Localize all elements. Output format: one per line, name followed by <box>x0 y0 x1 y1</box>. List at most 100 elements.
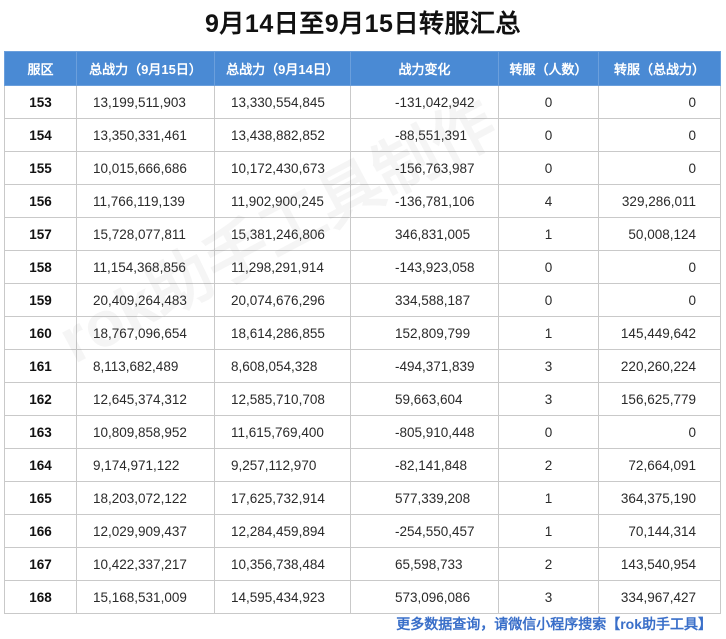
cell-power-change: -805,910,448 <box>350 415 499 449</box>
cell-power-sep15: 18,767,096,654 <box>76 316 215 350</box>
cell-transfer-count: 0 <box>498 118 599 152</box>
cell-power-change: -143,923,058 <box>350 250 499 284</box>
cell-power-sep14: 13,330,554,845 <box>214 85 351 119</box>
cell-power-sep15: 20,409,264,483 <box>76 283 215 317</box>
cell-transfer-power: 72,664,091 <box>598 448 721 482</box>
table-row: 162 12,645,374,312 12,585,710,708 59,663,60… <box>4 382 721 416</box>
cell-power-sep15: 10,422,337,217 <box>76 547 215 581</box>
cell-transfer-count: 2 <box>498 448 599 482</box>
cell-transfer-power: 145,449,642 <box>598 316 721 350</box>
column-header-transfer-count: 转服（人数） <box>498 51 599 86</box>
transfer-summary-table: 服区 总战力（9月15日） 总战力（9月14日） 战力变化 转服（人数） 转服（… <box>4 51 721 614</box>
cell-power-sep15: 13,350,331,461 <box>76 118 215 152</box>
column-header-power-sep14: 总战力（9月14日） <box>214 51 351 86</box>
cell-transfer-count: 3 <box>498 349 599 383</box>
cell-transfer-power: 334,967,427 <box>598 580 721 614</box>
cell-power-change: -494,371,839 <box>350 349 499 383</box>
cell-transfer-power: 50,008,124 <box>598 217 721 251</box>
cell-power-sep14: 12,585,710,708 <box>214 382 351 416</box>
cell-power-sep14: 8,608,054,328 <box>214 349 351 383</box>
cell-transfer-count: 3 <box>498 580 599 614</box>
cell-power-sep14: 9,257,112,970 <box>214 448 351 482</box>
cell-transfer-count: 1 <box>498 481 599 515</box>
table-row: 166 12,029,909,437 12,284,459,894 -254,550,… <box>4 514 721 548</box>
table-row: 159 20,409,264,483 20,074,676,296 334,588,1… <box>4 283 721 317</box>
cell-power-sep15: 11,154,368,856 <box>76 250 215 284</box>
cell-transfer-power: 0 <box>598 151 721 185</box>
table-body: 153 13,199,511,903 13,330,554,845 -131,042,… <box>4 85 721 614</box>
cell-power-sep15: 18,203,072,122 <box>76 481 215 515</box>
cell-transfer-power: 0 <box>598 283 721 317</box>
cell-transfer-count: 4 <box>498 184 599 218</box>
table-header-row: 服区 总战力（9月15日） 总战力（9月14日） 战力变化 转服（人数） 转服（… <box>4 51 721 86</box>
cell-power-sep14: 17,625,732,914 <box>214 481 351 515</box>
cell-power-change: -156,763,987 <box>350 151 499 185</box>
cell-power-sep15: 9,174,971,122 <box>76 448 215 482</box>
cell-power-sep15: 13,199,511,903 <box>76 85 215 119</box>
cell-power-sep15: 11,766,119,139 <box>76 184 215 218</box>
table-row: 167 10,422,337,217 10,356,738,484 65,598,73… <box>4 547 721 581</box>
cell-power-change: 59,663,604 <box>350 382 499 416</box>
cell-transfer-power: 0 <box>598 85 721 119</box>
cell-transfer-count: 1 <box>498 316 599 350</box>
cell-power-sep14: 11,615,769,400 <box>214 415 351 449</box>
table-row: 154 13,350,331,461 13,438,882,852 -88,551,3… <box>4 118 721 152</box>
cell-server: 166 <box>4 514 77 548</box>
cell-power-sep14: 15,381,246,806 <box>214 217 351 251</box>
column-header-power-change: 战力变化 <box>350 51 499 86</box>
table-row: 168 15,168,531,009 14,595,434,923 573,096,0… <box>4 580 721 614</box>
cell-power-sep14: 18,614,286,855 <box>214 316 351 350</box>
cell-transfer-count: 0 <box>498 283 599 317</box>
cell-power-change: 152,809,799 <box>350 316 499 350</box>
cell-server: 161 <box>4 349 77 383</box>
cell-power-change: 65,598,733 <box>350 547 499 581</box>
cell-transfer-count: 1 <box>498 514 599 548</box>
cell-transfer-power: 0 <box>598 118 721 152</box>
cell-transfer-power: 0 <box>598 250 721 284</box>
cell-power-change: 334,588,187 <box>350 283 499 317</box>
cell-transfer-power: 364,375,190 <box>598 481 721 515</box>
cell-power-change: -254,550,457 <box>350 514 499 548</box>
cell-power-change: 577,339,208 <box>350 481 499 515</box>
cell-server: 153 <box>4 85 77 119</box>
cell-transfer-count: 0 <box>498 415 599 449</box>
column-header-transfer-power: 转服（总战力） <box>598 51 721 86</box>
cell-power-change: 573,096,086 <box>350 580 499 614</box>
cell-server: 163 <box>4 415 77 449</box>
table-row: 156 11,766,119,139 11,902,900,245 -136,781,… <box>4 184 721 218</box>
cell-power-sep14: 11,298,291,914 <box>214 250 351 284</box>
table-row: 161 8,113,682,489 8,608,054,328 -494,371,83… <box>4 349 721 383</box>
cell-server: 154 <box>4 118 77 152</box>
cell-server: 162 <box>4 382 77 416</box>
cell-transfer-count: 0 <box>498 151 599 185</box>
cell-power-sep14: 11,902,900,245 <box>214 184 351 218</box>
table-row: 165 18,203,072,122 17,625,732,914 577,339,2… <box>4 481 721 515</box>
table-row: 158 11,154,368,856 11,298,291,914 -143,923,… <box>4 250 721 284</box>
cell-power-sep15: 12,029,909,437 <box>76 514 215 548</box>
cell-power-sep14: 10,172,430,673 <box>214 151 351 185</box>
cell-transfer-power: 70,144,314 <box>598 514 721 548</box>
cell-power-sep15: 8,113,682,489 <box>76 349 215 383</box>
cell-power-change: -136,781,106 <box>350 184 499 218</box>
table-row: 163 10,809,858,952 11,615,769,400 -805,910,… <box>4 415 721 449</box>
cell-power-sep14: 13,438,882,852 <box>214 118 351 152</box>
cell-power-change: -131,042,942 <box>350 85 499 119</box>
table-row: 155 10,015,666,686 10,172,430,673 -156,763,… <box>4 151 721 185</box>
cell-power-change: -82,141,848 <box>350 448 499 482</box>
cell-power-sep14: 10,356,738,484 <box>214 547 351 581</box>
cell-server: 167 <box>4 547 77 581</box>
cell-transfer-count: 1 <box>498 217 599 251</box>
cell-transfer-count: 0 <box>498 250 599 284</box>
cell-power-sep15: 15,168,531,009 <box>76 580 215 614</box>
table-row: 157 15,728,077,811 15,381,246,806 346,831,0… <box>4 217 721 251</box>
cell-server: 164 <box>4 448 77 482</box>
cell-transfer-count: 2 <box>498 547 599 581</box>
cell-transfer-count: 0 <box>498 85 599 119</box>
cell-power-sep15: 15,728,077,811 <box>76 217 215 251</box>
column-header-server: 服区 <box>4 51 77 86</box>
cell-transfer-count: 3 <box>498 382 599 416</box>
cell-server: 159 <box>4 283 77 317</box>
cell-power-sep15: 10,809,858,952 <box>76 415 215 449</box>
cell-transfer-power: 0 <box>598 415 721 449</box>
cell-power-change: -88,551,391 <box>350 118 499 152</box>
